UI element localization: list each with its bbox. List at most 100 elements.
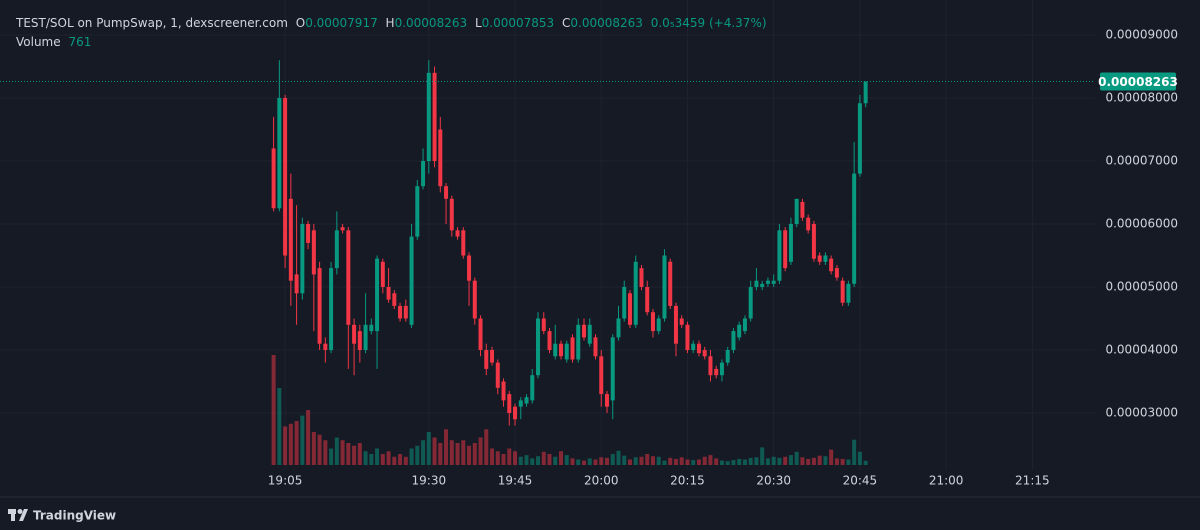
y-tick-label: 0.00004000: [1105, 342, 1178, 356]
legend: TEST/SOL on PumpSwap, 1, dexscreener.com…: [15, 16, 767, 30]
o-label: O: [296, 16, 305, 30]
volume-bar: [495, 451, 500, 465]
logo-part: [17, 509, 23, 514]
candle-body: [288, 198, 293, 281]
volume-bar: [622, 455, 627, 465]
candle-body: [760, 283, 765, 288]
candle-body: [806, 217, 811, 231]
y-tick-label: 0.00009000: [1105, 28, 1178, 42]
candle-body: [748, 287, 753, 319]
candle-body: [415, 186, 420, 237]
volume-bar: [518, 456, 523, 465]
volume-bar: [513, 451, 518, 465]
volume-bar: [564, 455, 569, 465]
candle-body: [375, 258, 380, 332]
candle-body: [283, 98, 288, 256]
candle-body: [616, 318, 621, 338]
candle-body: [444, 186, 449, 199]
volume-bar: [386, 451, 391, 465]
x-tick-label: 21:15: [1015, 474, 1050, 488]
x-tick-label: 19:30: [412, 474, 447, 488]
candle-body: [513, 406, 518, 420]
volume-bar: [742, 459, 747, 465]
candle-body: [846, 283, 851, 303]
candle-body: [409, 236, 414, 325]
volume-bar: [403, 456, 408, 465]
candle-body: [840, 280, 845, 303]
candle-body: [352, 324, 357, 344]
candle-body: [696, 343, 701, 354]
volume-bar: [547, 454, 552, 465]
volume-bar: [352, 445, 357, 465]
c-label: C: [562, 16, 570, 30]
candle-body: [857, 103, 862, 174]
volume-bar: [283, 426, 288, 465]
volume-bar: [455, 443, 460, 465]
grid: [0, 0, 1095, 470]
candle-body: [501, 381, 506, 401]
volume-bar: [668, 457, 673, 465]
candle-body: [823, 255, 828, 262]
candle-body: [403, 305, 408, 319]
candle-body: [472, 280, 477, 319]
candle-body: [582, 324, 586, 338]
volume-bar: [777, 457, 782, 465]
candle-body: [702, 349, 707, 357]
candle-body: [737, 324, 742, 338]
y-tick-label: 0.00007000: [1105, 154, 1178, 168]
volume-bar: [719, 460, 724, 465]
volume-bar: [610, 454, 615, 465]
volume-bar: [754, 457, 759, 465]
candle-body: [392, 293, 397, 306]
candle-body: [380, 261, 385, 288]
candle-body: [714, 368, 719, 376]
candle-body: [329, 268, 334, 350]
volume-bar: [748, 457, 753, 465]
volume-bar: [691, 460, 696, 465]
volume-bar: [725, 461, 730, 465]
candle-body: [398, 305, 403, 319]
candle-body: [536, 318, 541, 376]
candle-body: [593, 337, 598, 357]
candle-body: [530, 375, 535, 401]
y-tick-label: 0.00006000: [1105, 217, 1178, 231]
volume-bar: [432, 437, 437, 465]
candle-body: [570, 337, 575, 360]
volume-bar: [501, 454, 506, 465]
candle-body: [662, 255, 667, 319]
candle-body: [461, 230, 466, 256]
candle-body: [800, 201, 805, 218]
last-price-label: 0.00008263: [1098, 75, 1178, 89]
candle-body: [438, 129, 443, 187]
candle-body: [788, 224, 793, 262]
candle-body: [507, 394, 512, 413]
volume-bar: [817, 455, 822, 465]
volume-layer: [271, 355, 868, 465]
volume-bar: [846, 459, 851, 465]
candle-body: [852, 173, 857, 284]
volume-bar: [346, 443, 351, 465]
volume-bar: [582, 460, 586, 465]
candle-body: [576, 324, 581, 360]
volume-bar: [472, 443, 477, 465]
candle-body: [587, 324, 592, 344]
volume-bar: [438, 443, 443, 465]
volume-bar: [271, 355, 276, 465]
volume-label: Volume: [16, 35, 61, 49]
candle-body: [863, 81, 868, 104]
volume-bar: [834, 458, 839, 465]
volume-bar: [771, 456, 776, 465]
volume-bar: [811, 457, 816, 465]
y-tick-label: 0.00005000: [1105, 280, 1178, 294]
volume-bar: [415, 445, 420, 465]
volume-bar: [765, 458, 770, 465]
l-value: 0.00007853: [482, 16, 555, 30]
candle-body: [432, 72, 437, 162]
candle-body: [673, 305, 678, 344]
candle-body: [311, 230, 316, 275]
volume-bar: [329, 448, 334, 465]
volume-bar: [852, 439, 857, 465]
volume-bar: [357, 443, 362, 465]
